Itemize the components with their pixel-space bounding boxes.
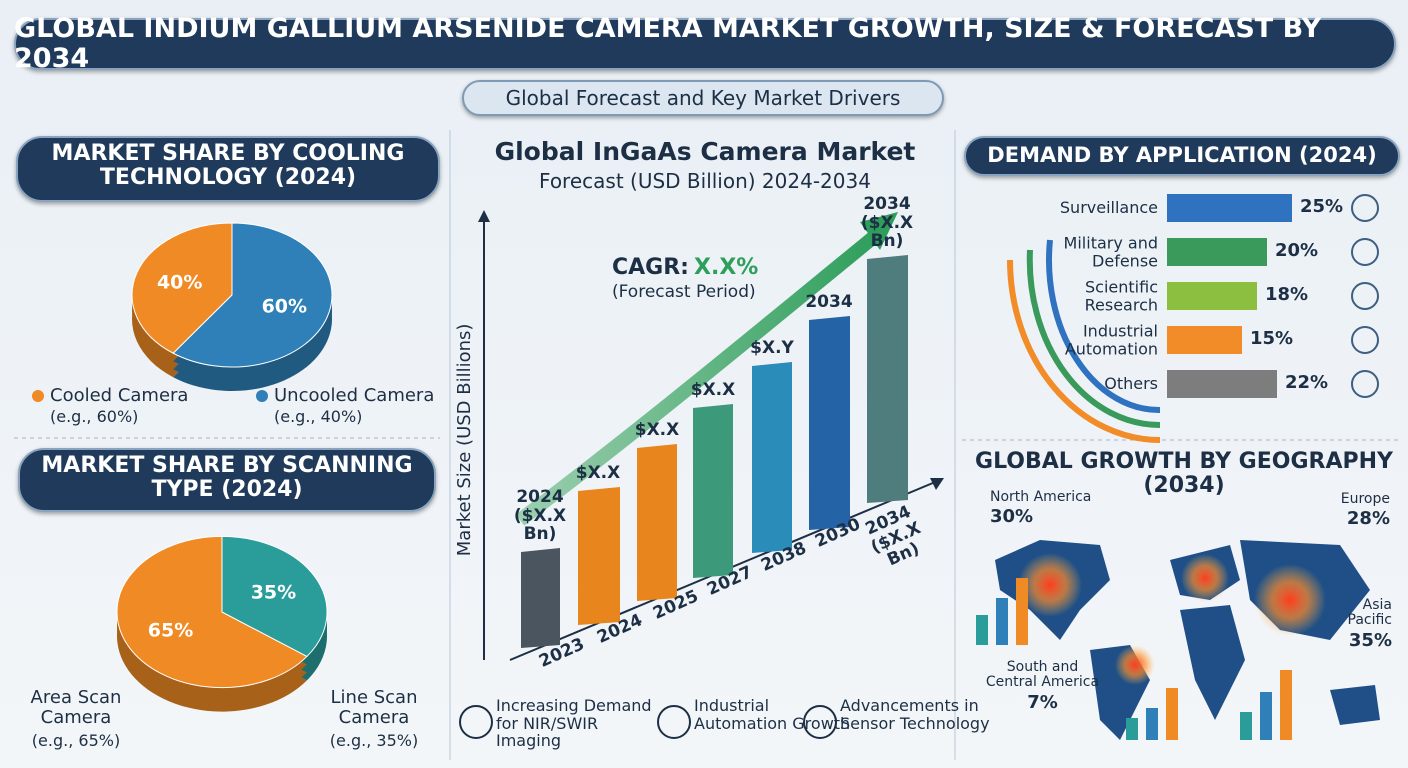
bar: [1167, 194, 1292, 222]
application-icon: [1351, 282, 1379, 310]
region-name: South and Central America: [985, 659, 1100, 691]
pie-slice: [172, 222, 333, 368]
forecast-bar: [693, 404, 733, 578]
region-name: Asia Pacific: [1347, 597, 1393, 629]
bar-label: 2034 ($X.X Bn): [860, 193, 914, 252]
value-label: 35%: [251, 582, 296, 604]
region-share: 28%: [1346, 508, 1390, 529]
value-label: 60%: [262, 296, 307, 318]
section-title: MARKET SHARE BY SCANNING TYPE (2024): [41, 453, 413, 503]
category-note: (e.g., 65%): [31, 731, 121, 750]
driver-label: Increasing Demand for NIR/SWIR Imaging: [496, 696, 652, 751]
page-subtitle: Global Forecast and Key Market Drivers: [505, 86, 901, 110]
application-icon: [1351, 238, 1379, 266]
region-share: 35%: [1348, 630, 1392, 651]
forecast-bar: [521, 548, 560, 648]
region-name: North America: [990, 489, 1092, 505]
bar-label: 2024 ($X.X Bn): [513, 486, 567, 545]
growth-arrow: [515, 226, 885, 526]
value-label: 40%: [157, 271, 202, 293]
y-axis-label: Market Size (USD Billions): [454, 323, 476, 557]
bar: [1167, 326, 1242, 354]
bar: [1167, 370, 1277, 398]
section-pill: [16, 136, 440, 202]
section-title: MARKET SHARE BY COOLING TECHNOLOGY (2024…: [51, 141, 405, 191]
decor-bars: [976, 578, 1292, 740]
forecast-bar: [637, 444, 677, 601]
application-icon: [1351, 194, 1379, 222]
value-label: 22%: [1285, 372, 1329, 393]
forecast-title: Global InGaAs Camera Market: [494, 137, 916, 166]
section-pill: [18, 448, 436, 512]
value-label: 18%: [1265, 284, 1309, 305]
bar: [1167, 238, 1267, 266]
legend-dot: [256, 390, 268, 402]
legend-label: Uncooled Camera: [274, 385, 435, 406]
legend-label: Cooled Camera: [50, 385, 189, 406]
cagr-label: CAGR:: [612, 255, 689, 280]
decor-arc: [1046, 239, 1161, 414]
legend-note: (e.g., 40%): [274, 407, 363, 426]
axis-arrow: [930, 478, 944, 490]
category-label: Area Scan Camera: [30, 687, 122, 728]
value-label: 65%: [148, 619, 193, 641]
bar: [1167, 282, 1257, 310]
pie-slice: [221, 535, 328, 658]
region-share: 7%: [1027, 692, 1058, 713]
section-title: DEMAND BY APPLICATION (2024): [987, 143, 1377, 168]
cagr-value: X.X%: [694, 255, 759, 280]
legend-dot: [32, 390, 44, 402]
value-label: 20%: [1275, 240, 1319, 261]
header-pill: [14, 18, 1396, 70]
cagr-note: (Forecast Period): [612, 282, 756, 302]
section-title: GLOBAL GROWTH BY GEOGRAPHY (2034): [975, 449, 1393, 499]
category-label: Scientific Research: [1084, 277, 1158, 314]
category-label: Surveillance: [1059, 198, 1158, 218]
category-label: Others: [1104, 374, 1158, 394]
driver-label: Advancements in Sensor Technology: [840, 696, 990, 733]
forecast-bar: [578, 487, 620, 625]
driver-label: Industrial Automation Growth: [694, 696, 851, 733]
forecast-bar: [809, 316, 850, 530]
growth-arrow-head: [860, 212, 898, 250]
category-note: (e.g., 35%): [329, 731, 419, 750]
decor-arc: [1026, 249, 1161, 429]
subtitle-pill: [462, 80, 944, 116]
category-label: Military and Defense: [1063, 233, 1158, 270]
application-icon: [1351, 326, 1379, 354]
bar-label: $X.X: [634, 420, 680, 441]
region-name: Europe: [1340, 491, 1390, 507]
forecast-bar: [752, 362, 792, 553]
page-title: GLOBAL INDIUM GALLIUM ARSENIDE CAMERA MA…: [14, 13, 1322, 74]
category-label: Line Scan Camera: [330, 687, 418, 728]
decor-arc: [1007, 259, 1161, 443]
forecast-bar: [867, 255, 908, 503]
driver-icons: [459, 705, 837, 739]
region-share: 30%: [990, 506, 1034, 527]
hotspots: [1018, 553, 1326, 685]
section-pill: [964, 136, 1400, 176]
bar-label: $X.X: [690, 380, 736, 401]
legend-note: (e.g., 60%): [50, 407, 139, 426]
bar-label: 2034: [805, 292, 853, 313]
value-label: 15%: [1250, 328, 1294, 349]
category-label: Industrial Automation: [1064, 321, 1158, 358]
value-label: 25%: [1300, 196, 1344, 217]
bar-label: $X.Y: [750, 338, 794, 359]
forecast-bars: [521, 255, 908, 648]
pie-slice: [116, 535, 308, 689]
application-icon: [1351, 370, 1379, 398]
axis-arrow: [478, 210, 490, 222]
pie-slice: [131, 222, 233, 354]
forecast-subtitle: Forecast (USD Billion) 2024-2034: [539, 169, 871, 193]
bar-label: $X.X: [575, 463, 621, 484]
